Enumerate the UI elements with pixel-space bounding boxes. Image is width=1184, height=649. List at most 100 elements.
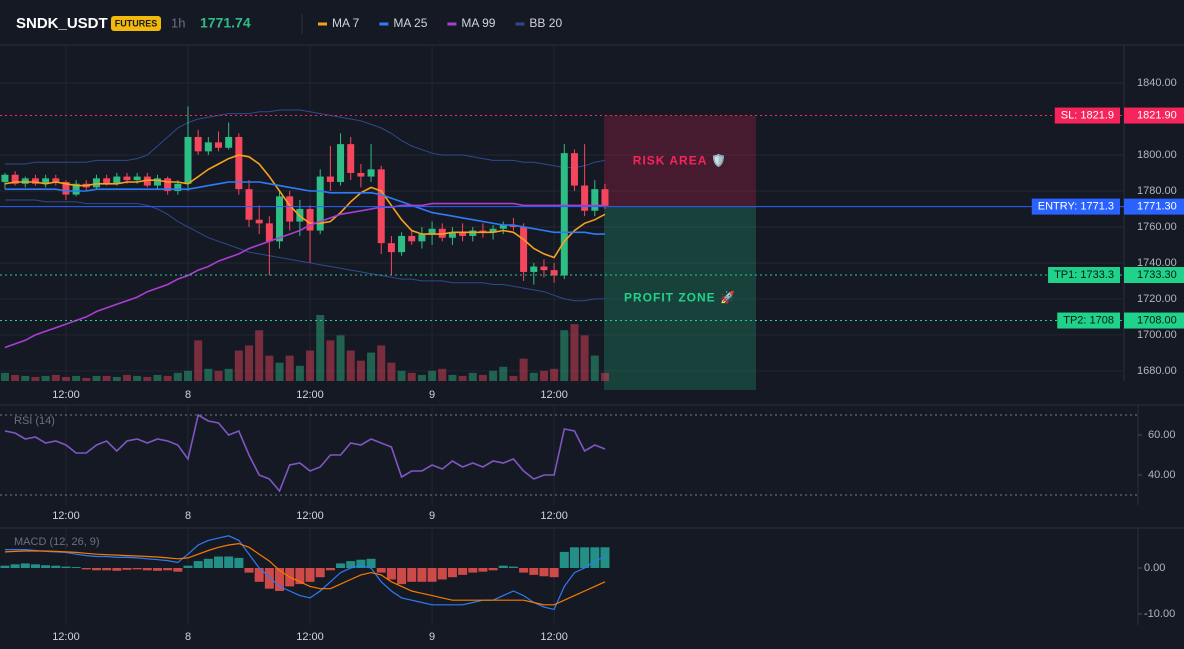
candle-body <box>469 230 477 236</box>
level-label-bg <box>1054 107 1120 124</box>
macd-histogram-bar <box>407 567 417 582</box>
y-tick-label: 1740.00 <box>1137 257 1177 269</box>
candle-body <box>1 174 9 182</box>
x-tick-label: 9 <box>429 510 435 522</box>
x-tick-label: 8 <box>185 510 191 522</box>
macd-histogram-bar <box>51 565 61 568</box>
candle-body <box>123 176 131 181</box>
macd-histogram-bar <box>519 567 529 573</box>
candle-body <box>550 270 558 276</box>
legend-label: MA 25 <box>393 16 427 30</box>
zone-label: PROFIT ZONE 🚀 <box>624 290 736 304</box>
macd-histogram-bar <box>559 551 569 568</box>
candle-body <box>42 178 50 184</box>
rsi-tick-label: 40.00 <box>1148 469 1176 481</box>
candle-body <box>357 172 365 177</box>
candle-body <box>31 178 39 184</box>
interval: 1h <box>171 15 185 30</box>
candle-body <box>347 144 355 173</box>
candle-body <box>194 136 202 152</box>
volume-bar <box>92 375 101 381</box>
legend-label: MA 7 <box>332 16 360 30</box>
macd-histogram-bar <box>386 567 396 580</box>
candle-body <box>581 185 589 211</box>
macd-histogram-bar <box>30 564 40 568</box>
macd-histogram-bar <box>305 567 315 582</box>
volume-bar <box>82 377 91 381</box>
y-tick-label: 1800.00 <box>1137 149 1177 161</box>
candle-body <box>367 169 375 177</box>
candle-body <box>479 230 487 233</box>
y-tick-label: 1680.00 <box>1137 365 1177 377</box>
rsi-line <box>4 413 606 493</box>
x-tick-label: 12:00 <box>296 389 324 401</box>
x-tick-label: 9 <box>429 631 435 643</box>
last-price: 1771.74 <box>200 15 251 31</box>
candle-body <box>448 232 456 238</box>
x-tick-label: 9 <box>429 389 435 401</box>
candle-body <box>337 144 345 182</box>
volume-bar <box>143 376 152 381</box>
x-tick-label: 12:00 <box>296 631 324 643</box>
macd-histogram-bar <box>325 567 335 571</box>
macd-histogram-bar <box>549 567 559 578</box>
volume-bar <box>153 374 162 381</box>
volume-bar <box>163 375 172 381</box>
macd-histogram-bar <box>254 567 264 582</box>
macd-histogram-bar <box>91 567 101 571</box>
volume-bar <box>397 370 406 381</box>
macd-histogram-bar <box>417 567 427 582</box>
level-axis-bg <box>1124 107 1184 124</box>
volume-bar <box>21 375 30 381</box>
candle-body <box>387 243 395 253</box>
macd-histogram-bar <box>163 567 173 571</box>
candle-body <box>560 153 568 276</box>
x-tick-label: 12:00 <box>540 510 568 522</box>
level-label: ENTRY: 1771.3 <box>1038 201 1114 213</box>
volume-bar <box>11 374 20 381</box>
candle-body <box>499 225 507 229</box>
macd-histogram-bar <box>0 565 10 568</box>
candle-body <box>174 183 182 191</box>
candle-body <box>398 235 406 253</box>
macd-histogram-bar <box>173 567 183 572</box>
legend-label: BB 20 <box>529 16 562 30</box>
macd-histogram-bar <box>234 557 244 568</box>
volume-bar <box>326 340 335 381</box>
volume-bar <box>478 374 487 381</box>
macd-histogram-bar <box>397 567 407 585</box>
macd-tick-label: -10.00 <box>1144 608 1175 620</box>
level-label: TP1: 1733.3 <box>1054 269 1114 281</box>
level-axis-label: 1771.30 <box>1137 201 1177 213</box>
ma-line <box>4 154 606 259</box>
volume-bar <box>580 335 589 381</box>
candle-body <box>418 234 426 242</box>
macd-histogram-bar <box>183 565 193 568</box>
y-tick-label: 1780.00 <box>1137 185 1177 197</box>
rsi-tick-label: 60.00 <box>1148 429 1176 441</box>
candle-body <box>133 176 141 181</box>
macd-histogram-bar <box>10 564 20 568</box>
volume-bar <box>346 350 355 381</box>
candle-body <box>428 228 436 235</box>
macd-histogram-bar <box>427 567 437 582</box>
candle-body <box>326 176 334 182</box>
macd-histogram-bar <box>376 567 386 573</box>
macd-histogram-bar <box>20 563 30 568</box>
macd-histogram-bar <box>488 567 498 571</box>
level-axis-label: 1821.90 <box>1137 109 1177 121</box>
volume-bar <box>367 352 376 381</box>
candle-body <box>540 266 548 271</box>
x-tick-label: 12:00 <box>52 631 80 643</box>
volume-bar <box>356 360 365 381</box>
volume-bar <box>448 374 457 381</box>
badge-bg <box>111 16 161 31</box>
macd-histogram-bar <box>275 567 285 591</box>
volume-bar <box>519 358 528 381</box>
volume-bar <box>31 376 40 381</box>
x-tick-label: 12:00 <box>540 631 568 643</box>
candle-body <box>215 142 223 148</box>
level-label: TP2: 1708 <box>1063 314 1114 326</box>
macd-histogram-bar <box>468 567 478 573</box>
